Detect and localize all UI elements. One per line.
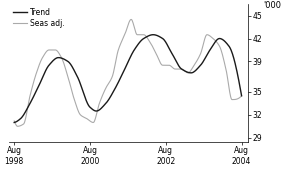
Y-axis label: '000: '000	[263, 1, 281, 10]
Legend: Trend, Seas adj.: Trend, Seas adj.	[13, 8, 65, 28]
